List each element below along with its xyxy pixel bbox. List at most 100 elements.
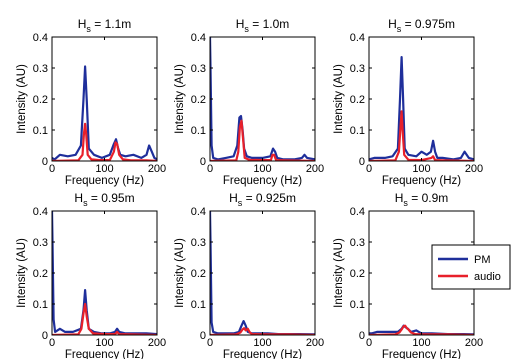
title-base: H [388, 17, 397, 31]
x-tick-label: 0 [207, 337, 213, 349]
y-tick-label: 0.2 [191, 94, 206, 106]
y-tick-label: 0.4 [350, 206, 365, 218]
x-axis-label: Frequency (Hz) [223, 349, 302, 359]
y-tick-label: 0 [42, 330, 48, 342]
title-rest: = 1.0m [249, 17, 289, 31]
y-tick-label: 0 [200, 156, 206, 168]
series-line-pm [210, 211, 315, 335]
chart-title: Hs = 0.9m [395, 191, 449, 208]
x-axis-label: Frequency (Hz) [382, 175, 461, 187]
x-tick-label: 0 [49, 163, 55, 175]
axes-box [368, 36, 475, 162]
subplot-1: 0 0.1 0.2 0.3 0.4 0 100 200 Frequency (Hz) Intens… [16, 17, 166, 187]
x-tick-label: 100 [253, 163, 271, 175]
x-tick-label: 200 [465, 163, 483, 175]
y-tick-label: 0 [200, 330, 206, 342]
y-tick-label: 0.2 [33, 94, 48, 106]
axes-box [51, 36, 158, 162]
x-axis-label: Frequency (Hz) [223, 175, 302, 187]
x-tick-label: 200 [306, 163, 324, 175]
x-tick-label: 0 [49, 337, 55, 349]
y-tick-label: 0.1 [350, 125, 365, 137]
x-axis-label: Frequency (Hz) [65, 349, 144, 359]
x-tick-label: 100 [95, 163, 113, 175]
y-tick-label: 0.3 [350, 63, 365, 75]
title-subscript: s [86, 24, 91, 34]
subplot-6: 0 0.1 0.2 0.3 0.4 0 100 200 Frequency (Hz) Intens… [333, 191, 511, 359]
subplot-3: 0 0.1 0.2 0.3 0.4 0 100 200 Frequency (Hz) Intens… [333, 17, 483, 187]
x-tick-label: 200 [148, 163, 166, 175]
y-tick-label: 0.2 [191, 268, 206, 280]
subplot-4: 0 0.1 0.2 0.3 0.4 0 100 200 Frequency (Hz) Intens… [16, 191, 166, 359]
y-axis-label: Intensity (AU) [16, 238, 28, 308]
title-rest: = 1.1m [91, 17, 131, 31]
y-tick-label: 0.1 [350, 299, 365, 311]
axes-box [209, 210, 316, 336]
y-tick-label: 0.1 [191, 125, 206, 137]
y-axis-label: Intensity (AU) [333, 64, 345, 134]
y-tick-label: 0 [359, 156, 365, 168]
title-rest: = 0.9m [408, 191, 448, 205]
y-tick-label: 0.4 [191, 206, 206, 218]
title-base: H [229, 191, 238, 205]
y-tick-label: 0.3 [33, 237, 48, 249]
subplot-2: 0 0.1 0.2 0.3 0.4 0 100 200 Frequency (Hz) Intens… [174, 17, 324, 187]
y-tick-label: 0.4 [191, 32, 206, 44]
title-subscript: s [83, 198, 88, 208]
x-tick-label: 100 [412, 337, 430, 349]
y-tick-label: 0.1 [191, 299, 206, 311]
y-tick-label: 0.1 [33, 299, 48, 311]
title-rest: = 0.975m [401, 17, 455, 31]
y-axis-label: Intensity (AU) [174, 238, 186, 308]
title-subscript: s [244, 24, 249, 34]
chart-title: Hs = 0.95m [74, 191, 134, 208]
x-tick-label: 0 [207, 163, 213, 175]
y-tick-label: 0.4 [33, 32, 48, 44]
y-tick-label: 0.4 [350, 32, 365, 44]
series-line-audio [369, 110, 474, 161]
y-tick-label: 0.3 [191, 237, 206, 249]
legend: PM audio [431, 244, 511, 290]
chart-title: Hs = 1.1m [78, 17, 132, 34]
series-line-audio [210, 327, 315, 335]
title-rest: = 0.95m [88, 191, 135, 205]
legend-label-pm: PM [474, 254, 491, 266]
axes-box [209, 36, 316, 162]
x-axis-label: Frequency (Hz) [382, 349, 461, 359]
axes-box [51, 210, 158, 336]
chart-title: Hs = 0.975m [388, 17, 455, 34]
title-subscript: s [397, 24, 402, 34]
y-axis-label: Intensity (AU) [16, 64, 28, 134]
y-tick-label: 0.4 [33, 206, 48, 218]
x-tick-label: 100 [412, 163, 430, 175]
x-axis-label: Frequency (Hz) [65, 175, 144, 187]
x-tick-label: 0 [366, 337, 372, 349]
y-axis-label: Intensity (AU) [174, 64, 186, 134]
y-tick-label: 0.2 [350, 268, 365, 280]
x-tick-label: 100 [253, 337, 271, 349]
x-tick-label: 200 [306, 337, 324, 349]
chart-title: Hs = 0.925m [229, 191, 296, 208]
y-tick-label: 0 [42, 156, 48, 168]
title-base: H [236, 17, 245, 31]
y-tick-label: 0.1 [33, 125, 48, 137]
series-line-pm [52, 65, 157, 161]
series-line-audio [210, 119, 315, 161]
y-tick-label: 0 [359, 330, 365, 342]
y-tick-label: 0.3 [33, 63, 48, 75]
legend-box [431, 244, 511, 290]
series-line-pm [210, 37, 315, 161]
title-base: H [395, 191, 404, 205]
x-tick-label: 100 [95, 337, 113, 349]
series-line-pm [369, 55, 474, 161]
title-base: H [74, 191, 83, 205]
y-axis-label: Intensity (AU) [333, 238, 345, 308]
x-tick-label: 200 [148, 337, 166, 349]
series-line-pm [52, 211, 157, 335]
title-base: H [78, 17, 87, 31]
subplot-5: 0 0.1 0.2 0.3 0.4 0 100 200 Frequency (Hz) Intens… [174, 191, 324, 359]
title-rest: = 0.925m [242, 191, 296, 205]
x-tick-label: 200 [465, 337, 483, 349]
title-subscript: s [238, 198, 243, 208]
